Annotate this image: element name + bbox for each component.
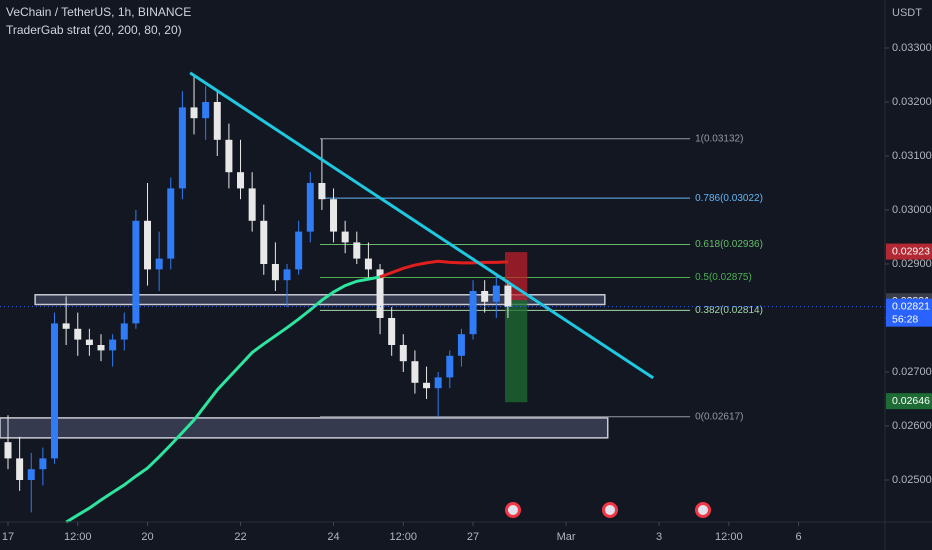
event-icons	[505, 502, 711, 518]
countdown: 56:28	[892, 313, 918, 325]
fib-label: 0.382(0.02814)	[695, 305, 763, 316]
candle-body	[16, 458, 24, 480]
candle-body	[178, 107, 186, 189]
candle-body	[167, 188, 175, 259]
candle-body	[213, 102, 221, 140]
x-tick-label: 17	[2, 531, 14, 543]
y-tick-label: 0.02600	[892, 420, 932, 432]
candle-body	[388, 317, 396, 345]
moving-average	[65, 275, 381, 524]
candle-body	[271, 263, 279, 281]
candle-body	[248, 188, 256, 221]
candle-body	[97, 344, 105, 351]
y-tick-label: 0.03300	[892, 42, 932, 54]
candle-body	[62, 323, 70, 329]
event-icon	[698, 505, 708, 515]
candle-body	[318, 182, 326, 200]
candle-body	[364, 258, 372, 270]
target-zone	[505, 300, 528, 403]
fib-label: 0.786(0.03022)	[695, 193, 763, 204]
y-tick-label: 0.03000	[892, 204, 932, 216]
indicator-label: TraderGab strat (20, 200, 80, 20)	[6, 23, 182, 37]
candle-body	[434, 377, 442, 389]
last-price-label: 0.02821	[892, 300, 930, 312]
candle-body	[202, 102, 210, 119]
candle-body	[457, 334, 465, 356]
candle-body	[51, 323, 59, 459]
fib-label: 0.618(0.02936)	[695, 239, 763, 250]
candle-body	[341, 231, 349, 243]
candle-body	[504, 285, 512, 307]
candle-body	[376, 269, 384, 318]
candle-body	[39, 458, 47, 470]
x-tick-label: 12:00	[715, 531, 743, 543]
event-icon	[605, 505, 615, 515]
candle-body	[423, 382, 431, 389]
x-tick-label: Mar	[557, 531, 576, 543]
candle-body	[4, 442, 12, 459]
fib-label: 0.5(0.02875)	[695, 272, 752, 283]
zone	[34, 294, 606, 306]
candle-body	[399, 344, 407, 362]
x-tick-label: 22	[234, 531, 246, 543]
candle-body	[27, 469, 35, 480]
fib-label: 1(0.03132)	[695, 133, 743, 144]
candle-body	[237, 172, 245, 189]
candle-body	[295, 231, 303, 270]
price-label-box	[886, 393, 932, 410]
candle-body	[283, 269, 291, 281]
candle-body	[109, 339, 117, 351]
candle-body	[446, 355, 454, 378]
x-tick-label: 12:00	[64, 531, 92, 543]
candle-body	[330, 199, 338, 232]
y-tick-label: 0.03100	[892, 150, 932, 162]
candle-body	[120, 323, 128, 340]
y-tick-label: 0.02900	[892, 258, 932, 270]
candle-body	[190, 107, 198, 119]
y-tick-label: 0.03200	[892, 96, 932, 108]
x-tick-label: 27	[467, 531, 479, 543]
candle-body	[132, 220, 140, 324]
x-tick-label: 20	[141, 531, 153, 543]
y-tick-label: 0.02500	[892, 474, 932, 486]
candle-body	[481, 290, 489, 302]
candle-body	[225, 139, 233, 173]
x-tick-label: 12:00	[390, 531, 418, 543]
last-price-box	[886, 298, 932, 327]
fib-label: 0(0.02617)	[695, 411, 743, 422]
candle-body	[353, 242, 361, 259]
trendline	[189, 71, 655, 380]
x-tick-label: 24	[327, 531, 339, 543]
candle-body	[155, 258, 163, 270]
candle-body	[306, 182, 314, 232]
price-label: 0.02923	[892, 245, 930, 257]
candle-body	[144, 220, 152, 270]
candle-body	[74, 328, 82, 340]
price-label: 0.02646	[892, 395, 930, 407]
event-icon	[508, 505, 518, 515]
zone	[0, 417, 609, 439]
x-tick-label: 6	[796, 531, 802, 543]
price-label-box	[886, 243, 932, 260]
plot: 1(0.03132) 0.786(0.03022) 0.618(0.02936) 0.…	[0, 71, 885, 524]
moving-average	[379, 259, 508, 279]
chart-title: VeChain / TetherUS, 1h, BINANCE	[6, 5, 191, 19]
candle-body	[85, 339, 93, 345]
candle-body	[260, 220, 268, 264]
x-tick-label: 3	[656, 531, 662, 543]
candle-body	[492, 285, 500, 302]
candle-body	[411, 361, 419, 383]
candle-body	[469, 290, 477, 335]
y-tick-label: 0.02700	[892, 366, 932, 378]
y-axis-label: USDT	[892, 7, 922, 19]
